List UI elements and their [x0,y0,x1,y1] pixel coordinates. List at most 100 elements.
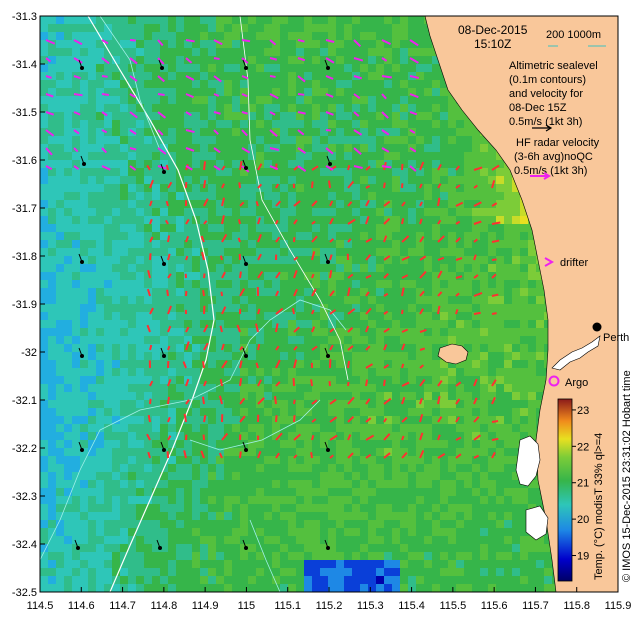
sst-cell [136,472,144,480]
sst-cell [480,184,488,192]
sst-cell [296,192,304,200]
sst-cell [472,368,480,376]
sst-cell [184,184,192,192]
sst-cell [408,48,416,56]
sst-cell [224,88,232,96]
sst-cell [248,152,256,160]
sst-cell [312,16,320,24]
sst-cell [328,528,336,536]
sst-cell [224,544,232,552]
sst-cell [432,312,440,320]
sst-cell [72,400,80,408]
sst-cell [344,464,352,472]
sst-cell [448,200,456,208]
sst-cell [432,480,440,488]
sst-cell [56,72,64,80]
sst-cell [184,24,192,32]
sst-cell [504,216,512,224]
sst-cell [288,328,296,336]
sst-cell [528,232,536,240]
sst-cell [264,536,272,544]
sst-cell [272,376,280,384]
sst-cell [56,160,64,168]
sst-cell [224,384,232,392]
sst-cell [48,184,56,192]
sst-cell [400,48,408,56]
sst-cell [80,560,88,568]
sst-cell [176,184,184,192]
sst-cell [384,96,392,104]
sst-cell [352,496,360,504]
sst-cell [480,248,488,256]
sst-cell [456,432,464,440]
sst-cell [144,296,152,304]
sst-cell [184,560,192,568]
sst-cell [280,224,288,232]
sst-cell [120,200,128,208]
sst-cell [152,104,160,112]
sst-cell [312,544,320,552]
sst-cell [456,304,464,312]
sst-cell [376,376,384,384]
sst-cell [376,64,384,72]
sst-cell [312,432,320,440]
sst-cell [520,296,528,304]
sst-cell [288,192,296,200]
sst-cell [512,200,520,208]
sst-cell [40,72,48,80]
sst-cell [112,424,120,432]
sst-cell [192,480,200,488]
sst-cell [464,168,472,176]
sst-cell [104,464,112,472]
sst-cell [440,432,448,440]
sst-cell [384,448,392,456]
sst-cell [304,160,312,168]
sst-cell [72,376,80,384]
sst-cell [80,144,88,152]
sst-cell [224,144,232,152]
sst-cell [528,240,536,248]
sst-cell [96,96,104,104]
sst-cell [528,248,536,256]
sst-cell [120,560,128,568]
sst-cell [432,288,440,296]
sst-cell [184,48,192,56]
sst-cell [272,280,280,288]
sst-cell [376,80,384,88]
sst-cell [400,192,408,200]
sst-cell [320,72,328,80]
sst-cell [424,536,432,544]
sst-cell [264,320,272,328]
sst-cell [360,88,368,96]
sst-cell [360,184,368,192]
sst-cell [464,320,472,328]
sst-cell [464,464,472,472]
sst-cell [480,152,488,160]
sst-cell [72,344,80,352]
sst-cell [464,504,472,512]
sst-cell [496,304,504,312]
sst-cell [88,64,96,72]
sst-cell [400,104,408,112]
sst-cell [448,488,456,496]
sst-cell [128,184,136,192]
sst-cell [192,280,200,288]
sst-cell [96,256,104,264]
sst-cell [288,312,296,320]
sst-cell [384,160,392,168]
sst-cell [216,144,224,152]
sst-cell [336,200,344,208]
sst-cell [520,400,528,408]
sst-cell [536,336,544,344]
sst-cell [280,56,288,64]
sst-cell [72,432,80,440]
sst-cell [368,424,376,432]
sst-cell [104,384,112,392]
sst-cell [216,136,224,144]
sst-cell [376,240,384,248]
sst-cell [496,336,504,344]
sst-cell [176,160,184,168]
sst-cell [384,296,392,304]
sst-cell [336,56,344,64]
sst-cell [520,512,528,520]
